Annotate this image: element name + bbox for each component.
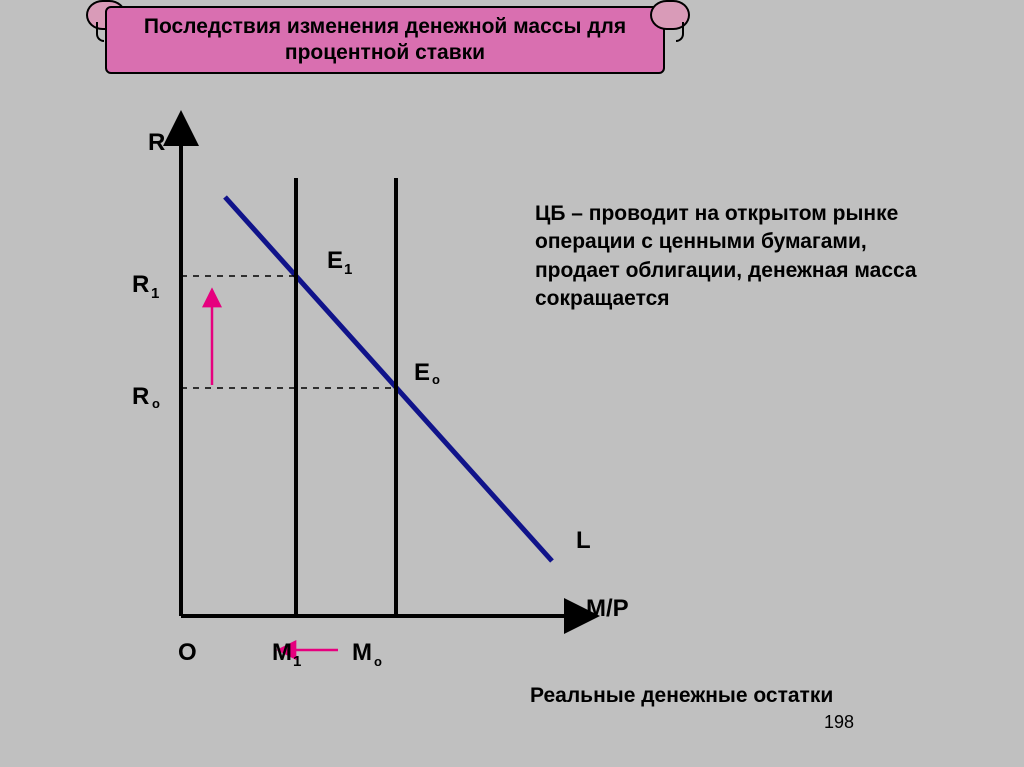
label-R0-sub: о [152,396,160,411]
label-R1: R [132,271,149,298]
label-R1-sub: 1 [151,285,159,302]
label-O: O [178,639,197,666]
label-R0: R [132,383,149,410]
label-E1-sub: 1 [344,261,352,278]
money-market-chart: R O M 1 M о R 1 R о E 1 E о L M/P [0,0,1024,767]
page-number: 198 [824,712,854,733]
label-E1: E [327,247,343,274]
label-M0-sub: о [374,654,382,669]
demand-line-L [225,197,552,561]
x-axis-caption: Реальные денежные остатки [530,684,833,708]
label-M1-sub: 1 [293,653,301,670]
label-MP: M/P [586,595,629,622]
label-E0-sub: о [432,372,440,387]
chart-annotation: ЦБ – проводит на открытом рынке операции… [535,200,935,313]
label-M1: M [272,639,292,666]
label-L: L [576,527,591,554]
label-R: R [148,129,165,156]
label-M0: M [352,639,372,666]
label-E0: E [414,359,430,386]
